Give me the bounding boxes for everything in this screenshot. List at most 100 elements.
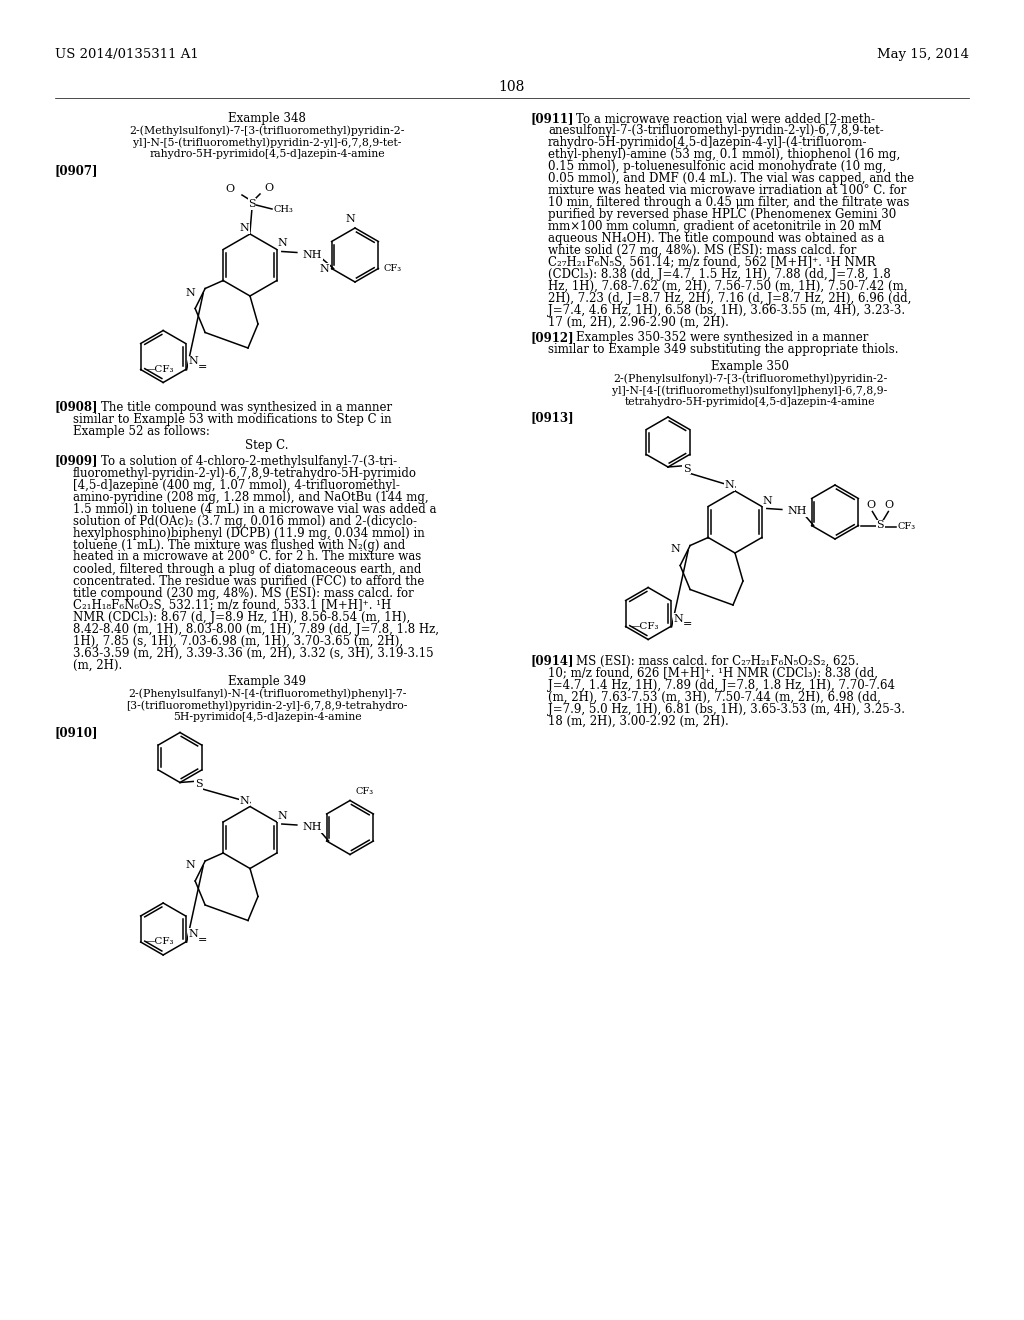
Text: white solid (27 mg, 48%). MS (ESI): mass calcd. for: white solid (27 mg, 48%). MS (ESI): mass… [548,244,856,257]
Text: 5H-pyrimido[4,5-d]azepin-4-amine: 5H-pyrimido[4,5-d]azepin-4-amine [173,713,361,722]
Text: =: = [683,619,692,630]
Text: Example 348: Example 348 [228,112,306,125]
Text: The title compound was synthesized in a manner: The title compound was synthesized in a … [101,400,392,413]
Text: (CDCl₃): 8.38 (dd, J=4.7, 1.5 Hz, 1H), 7.88 (dd, J=7.8, 1.8: (CDCl₃): 8.38 (dd, J=4.7, 1.5 Hz, 1H), 7… [548,268,891,281]
Text: Example 52 as follows:: Example 52 as follows: [73,425,210,437]
Text: [4,5-d]azepine (400 mg, 1.07 mmol), 4-trifluoromethyl-: [4,5-d]azepine (400 mg, 1.07 mmol), 4-tr… [73,479,400,491]
Text: similar to Example 349 substituting the appropriate thiols.: similar to Example 349 substituting the … [548,343,898,356]
Text: mixture was heated via microwave irradiation at 100° C. for: mixture was heated via microwave irradia… [548,183,906,197]
Text: 1H), 7.85 (s, 1H), 7.03-6.98 (m, 1H), 3.70-3.65 (m, 2H),: 1H), 7.85 (s, 1H), 7.03-6.98 (m, 1H), 3.… [73,635,403,648]
Text: 10 min, filtered through a 0.45 μm filter, and the filtrate was: 10 min, filtered through a 0.45 μm filte… [548,195,909,209]
Text: To a microwave reaction vial were added [2-meth-: To a microwave reaction vial were added … [575,112,874,125]
Text: [0911]: [0911] [530,112,573,125]
Text: N: N [345,214,355,224]
Text: [3-(trifluoromethyl)pyridin-2-yl]-6,7,8,9-tetrahydro-: [3-(trifluoromethyl)pyridin-2-yl]-6,7,8,… [126,701,408,711]
Text: tetrahydro-5H-pyrimido[4,5-d]azepin-4-amine: tetrahydro-5H-pyrimido[4,5-d]azepin-4-am… [625,397,876,407]
Text: N: N [319,264,330,273]
Text: N: N [278,239,288,248]
Text: N: N [278,810,288,821]
Text: (m, 2H), 7.63-7.53 (m, 3H), 7.50-7.44 (m, 2H), 6.98 (dd,: (m, 2H), 7.63-7.53 (m, 3H), 7.50-7.44 (m… [548,690,881,704]
Text: 10; m/z found, 626 [M+H]⁺. ¹H NMR (CDCl₃): 8.38 (dd,: 10; m/z found, 626 [M+H]⁺. ¹H NMR (CDCl₃… [548,667,878,680]
Text: [0909]: [0909] [55,454,98,467]
Text: rahydro-5H-pyrimido[4,5-d]azepin-4-amine: rahydro-5H-pyrimido[4,5-d]azepin-4-amine [150,149,385,158]
Text: Example 349: Example 349 [228,676,306,689]
Text: J=4.7, 1.4 Hz, 1H), 7.89 (dd, J=7.8, 1.8 Hz, 1H), 7.70-7.64: J=4.7, 1.4 Hz, 1H), 7.89 (dd, J=7.8, 1.8… [548,678,895,692]
Text: [0907]: [0907] [55,164,98,177]
Text: title compound (230 mg, 48%). MS (ESI): mass calcd. for: title compound (230 mg, 48%). MS (ESI): … [73,586,414,599]
Text: N: N [185,861,196,870]
Text: MS (ESI): mass calcd. for C₂₇H₂₁F₆N₅O₂S₂, 625.: MS (ESI): mass calcd. for C₂₇H₂₁F₆N₅O₂S₂… [575,655,859,668]
Text: —CF₃: —CF₃ [630,622,659,631]
Text: [0908]: [0908] [55,400,98,413]
Text: US 2014/0135311 A1: US 2014/0135311 A1 [55,48,199,61]
Text: N: N [724,480,734,490]
Text: —CF₃: —CF₃ [144,937,174,946]
Text: To a solution of 4-chloro-2-methylsulfanyl-7-(3-tri-: To a solution of 4-chloro-2-methylsulfan… [101,454,397,467]
Text: Example 350: Example 350 [711,360,790,374]
Text: N: N [674,614,683,623]
Text: NH: NH [303,249,323,260]
Text: J=7.9, 5.0 Hz, 1H), 6.81 (bs, 1H), 3.65-3.53 (m, 4H), 3.25-3.: J=7.9, 5.0 Hz, 1H), 6.81 (bs, 1H), 3.65-… [548,702,905,715]
Text: amino-pyridine (208 mg, 1.28 mmol), and NaOtBu (144 mg,: amino-pyridine (208 mg, 1.28 mmol), and … [73,491,429,503]
Text: N: N [671,544,680,554]
Text: =: = [198,935,207,945]
Text: S: S [877,520,884,531]
Text: 2-(Phenylsulfonyl)-7-[3-(trifluoromethyl)pyridin-2-: 2-(Phenylsulfonyl)-7-[3-(trifluoromethyl… [613,374,887,384]
Text: S: S [195,779,203,789]
Text: 17 (m, 2H), 2.96-2.90 (m, 2H).: 17 (m, 2H), 2.96-2.90 (m, 2H). [548,315,729,329]
Text: S: S [683,463,690,474]
Text: CF₃: CF₃ [355,787,373,796]
Text: yl]-N-[5-(trifluoromethyl)pyridin-2-yl]-6,7,8,9-tet-: yl]-N-[5-(trifluoromethyl)pyridin-2-yl]-… [133,137,401,148]
Text: Step C.: Step C. [246,440,289,453]
Text: —CF₃: —CF₃ [144,366,174,374]
Text: cooled, filtered through a plug of diatomaceous earth, and: cooled, filtered through a plug of diato… [73,562,421,576]
Text: J=7.4, 4.6 Hz, 1H), 6.58 (bs, 1H), 3.66-3.55 (m, 4H), 3.23-3.: J=7.4, 4.6 Hz, 1H), 6.58 (bs, 1H), 3.66-… [548,304,905,317]
Text: CF₃: CF₃ [897,521,915,531]
Text: hexylphosphino)biphenyl (DCPB) (11.9 mg, 0.034 mmol) in: hexylphosphino)biphenyl (DCPB) (11.9 mg,… [73,527,425,540]
Text: 108: 108 [499,81,525,94]
Text: [0913]: [0913] [530,411,573,424]
Text: yl]-N-[4-[(trifluoromethyl)sulfonyl]phenyl]-6,7,8,9-: yl]-N-[4-[(trifluoromethyl)sulfonyl]phen… [612,385,888,396]
Text: toluene (1 mL). The mixture was flushed with N₂(g) and: toluene (1 mL). The mixture was flushed … [73,539,406,552]
Text: [0910]: [0910] [55,726,98,739]
Text: Examples 350-352 were synthesized in a manner: Examples 350-352 were synthesized in a m… [575,331,868,345]
Text: Hz, 1H), 7.68-7.62 (m, 2H), 7.56-7.50 (m, 1H), 7.50-7.42 (m,: Hz, 1H), 7.68-7.62 (m, 2H), 7.56-7.50 (m… [548,280,907,293]
Text: fluoromethyl-pyridin-2-yl)-6,7,8,9-tetrahydro-5H-pyrimido: fluoromethyl-pyridin-2-yl)-6,7,8,9-tetra… [73,466,417,479]
Text: anesulfonyl-7-(3-trifluoromethyl-pyridin-2-yl)-6,7,8,9-tet-: anesulfonyl-7-(3-trifluoromethyl-pyridin… [548,124,884,137]
Text: S: S [248,199,256,209]
Text: O: O [225,183,234,194]
Text: ethyl-phenyl)-amine (53 mg, 0.1 mmol), thiophenol (16 mg,: ethyl-phenyl)-amine (53 mg, 0.1 mmol), t… [548,148,900,161]
Text: C₂₇H₂₁F₆N₅S, 561.14; m/z found, 562 [M+H]⁺. ¹H NMR: C₂₇H₂₁F₆N₅S, 561.14; m/z found, 562 [M+H… [548,256,876,269]
Text: aqueous NH₄OH). The title compound was obtained as a: aqueous NH₄OH). The title compound was o… [548,232,885,246]
Text: C₂₁H₁₈F₆N₆O₂S, 532.11; m/z found, 533.1 [M+H]⁺. ¹H: C₂₁H₁₈F₆N₆O₂S, 532.11; m/z found, 533.1 … [73,598,391,611]
Text: N: N [188,929,199,939]
Text: O: O [885,499,894,510]
Text: 2-(Phenylsulfanyl)-N-[4-(trifluoromethyl)phenyl]-7-: 2-(Phenylsulfanyl)-N-[4-(trifluoromethyl… [128,689,407,700]
Text: N: N [188,356,199,367]
Text: 8.42-8.40 (m, 1H), 8.03-8.00 (m, 1H), 7.89 (dd, J=7.8, 1.8 Hz,: 8.42-8.40 (m, 1H), 8.03-8.00 (m, 1H), 7.… [73,623,439,635]
Text: N: N [185,288,196,297]
Text: 0.15 mmol), p-toluenesulfonic acid monohydrate (10 mg,: 0.15 mmol), p-toluenesulfonic acid monoh… [548,160,886,173]
Text: NH: NH [303,822,323,832]
Text: [0912]: [0912] [530,331,573,345]
Text: NMR (CDCl₃): 8.67 (d, J=8.9 Hz, 1H), 8.56-8.54 (m, 1H),: NMR (CDCl₃): 8.67 (d, J=8.9 Hz, 1H), 8.5… [73,610,411,623]
Text: similar to Example 53 with modifications to Step C in: similar to Example 53 with modifications… [73,412,391,425]
Text: 18 (m, 2H), 3.00-2.92 (m, 2H).: 18 (m, 2H), 3.00-2.92 (m, 2H). [548,714,729,727]
Text: (m, 2H).: (m, 2H). [73,659,122,672]
Text: solution of Pd(OAc)₂ (3.7 mg, 0.016 mmol) and 2-(dicyclo-: solution of Pd(OAc)₂ (3.7 mg, 0.016 mmol… [73,515,417,528]
Text: 0.05 mmol), and DMF (0.4 mL). The vial was capped, and the: 0.05 mmol), and DMF (0.4 mL). The vial w… [548,172,914,185]
Text: O: O [867,499,876,510]
Text: =: = [198,363,207,372]
Text: N: N [763,495,772,506]
Text: May 15, 2014: May 15, 2014 [877,48,969,61]
Text: N: N [240,223,249,234]
Text: rahydro-5H-pyrimido[4,5-d]azepin-4-yl]-(4-trifluorom-: rahydro-5H-pyrimido[4,5-d]azepin-4-yl]-(… [548,136,867,149]
Text: mm×100 mm column, gradient of acetonitrile in 20 mM: mm×100 mm column, gradient of acetonitri… [548,220,882,234]
Text: 2-(Methylsulfonyl)-7-[3-(trifluoromethyl)pyridin-2-: 2-(Methylsulfonyl)-7-[3-(trifluoromethyl… [129,125,404,136]
Text: CF₃: CF₃ [383,264,401,273]
Text: purified by reversed phase HPLC (Phenomenex Gemini 30: purified by reversed phase HPLC (Phenome… [548,209,896,220]
Text: 2H), 7.23 (d, J=8.7 Hz, 2H), 7.16 (d, J=8.7 Hz, 2H), 6.96 (dd,: 2H), 7.23 (d, J=8.7 Hz, 2H), 7.16 (d, J=… [548,292,911,305]
Text: heated in a microwave at 200° C. for 2 h. The mixture was: heated in a microwave at 200° C. for 2 h… [73,550,421,564]
Text: N: N [240,796,249,805]
Text: [0914]: [0914] [530,655,573,668]
